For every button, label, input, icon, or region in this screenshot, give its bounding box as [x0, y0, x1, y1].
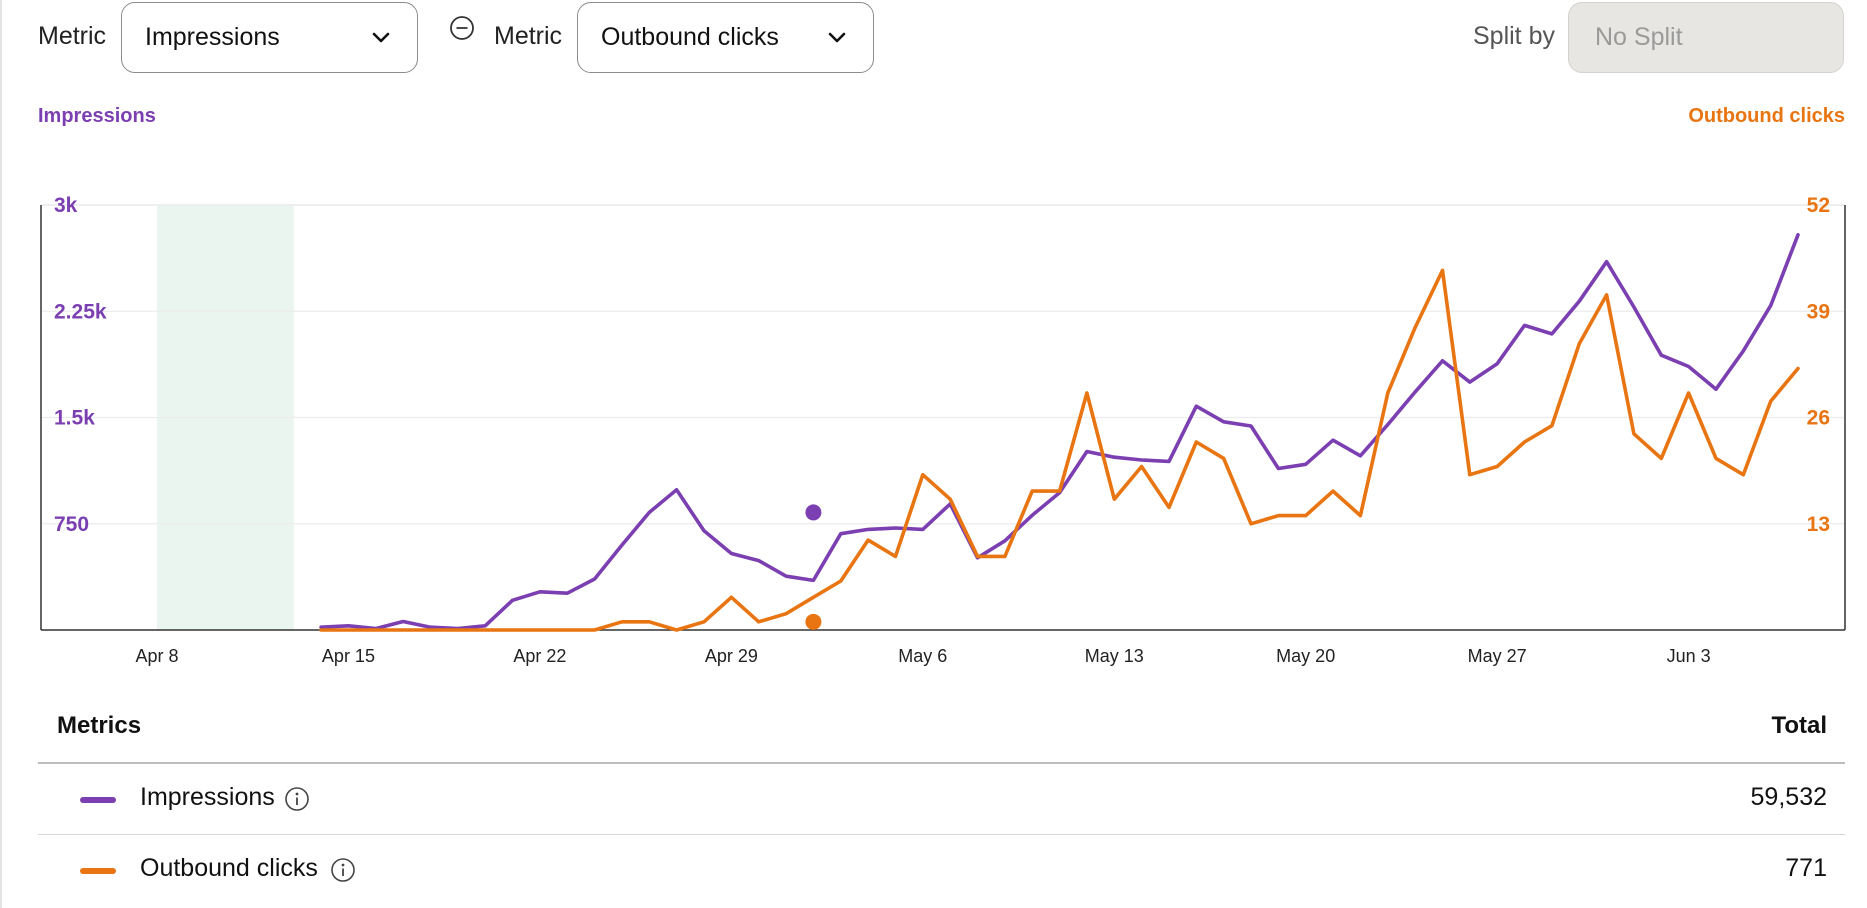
y-left-tick-label: 3k	[54, 194, 78, 217]
metric-total: 771	[1785, 854, 1827, 882]
metric-total: 59,532	[1750, 783, 1827, 811]
y-left-tick-label: 2.25k	[54, 300, 107, 323]
metric2-label: Metric	[494, 22, 563, 50]
chevron-down-icon	[372, 32, 390, 43]
total-header-label: Total	[1771, 712, 1827, 739]
metric-name: Outbound clicks	[140, 854, 318, 882]
impressions-swatch	[80, 797, 116, 803]
y-left-tick-label: 750	[54, 513, 89, 536]
metric2-dropdown[interactable]: Outbound clicks	[577, 2, 874, 73]
x-tick-label: May 13	[1085, 646, 1144, 666]
metric1-label: Metric	[38, 22, 107, 50]
marker-impressions	[805, 504, 822, 521]
outbound-clicks-swatch	[80, 868, 116, 874]
line-chart: 750 1.5k 2.25k 3k 13 26 39 52 Apr 8 Apr 15 Apr 22 A…	[40, 194, 1846, 666]
x-tick-label: May 6	[898, 646, 947, 666]
remove-metric-icon[interactable]	[449, 15, 475, 41]
table-row: Impressions 59,532	[38, 764, 1845, 835]
x-tick-label: Apr 29	[705, 646, 758, 666]
metrics-table-header: Metrics Total	[38, 700, 1845, 764]
series-line-outbound-clicks	[319, 268, 1800, 632]
y-right-tick-label: 26	[1807, 407, 1830, 430]
series-line-impressions	[319, 232, 1800, 631]
y-left-tick-label: 1.5k	[54, 407, 95, 430]
y-right-tick-label: 39	[1807, 300, 1830, 323]
metrics-header-label: Metrics	[57, 712, 142, 739]
info-icon[interactable]	[284, 786, 310, 812]
info-icon[interactable]	[330, 857, 356, 883]
x-tick-label: May 20	[1276, 646, 1335, 666]
x-tick-label: Apr 8	[135, 646, 178, 666]
left-axis-legend: Impressions	[38, 105, 156, 127]
x-tick-label: Jun 3	[1667, 646, 1711, 666]
toolbar: Metric Impressions Metric Outbound click…	[0, 0, 1867, 90]
x-tick-label: Apr 22	[513, 646, 566, 666]
left-edge-rule	[0, 0, 2, 908]
split-by-select: No Split	[1568, 2, 1844, 73]
metrics-table: Metrics Total Impressions 59,532 Outboun…	[38, 700, 1845, 905]
table-row: Outbound clicks 771	[38, 835, 1845, 905]
right-axis-legend: Outbound clicks	[1688, 105, 1845, 127]
x-tick-label: Apr 15	[322, 646, 375, 666]
x-tick-label: May 27	[1468, 646, 1527, 666]
metric2-value: Outbound clicks	[601, 23, 779, 51]
metric1-dropdown[interactable]: Impressions	[121, 2, 418, 73]
metric1-value: Impressions	[145, 23, 280, 51]
metric-name: Impressions	[140, 783, 275, 811]
y-right-tick-label: 13	[1807, 513, 1830, 536]
y-right-tick-label: 52	[1807, 194, 1830, 217]
chevron-down-icon	[828, 32, 846, 43]
marker-outbound-clicks	[805, 613, 822, 630]
split-by-label: Split by	[1473, 22, 1555, 50]
split-by-value: No Split	[1595, 23, 1683, 51]
